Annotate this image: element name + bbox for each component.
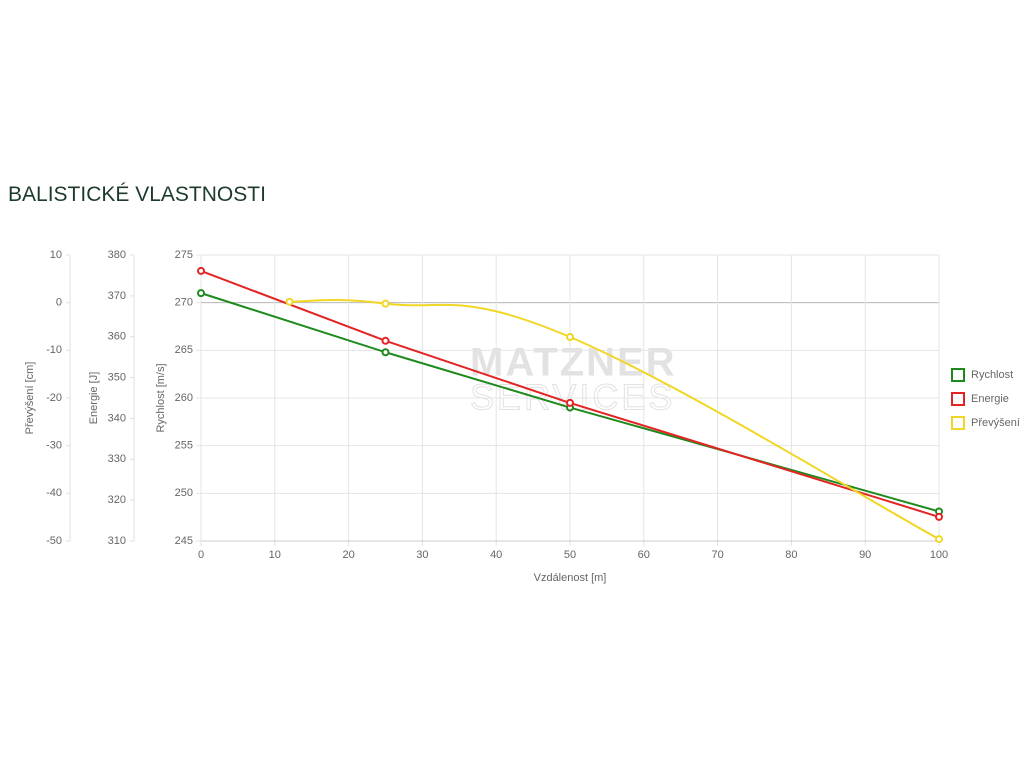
series-line — [200, 269, 940, 518]
y-tick-label: 265 — [175, 344, 193, 356]
x-tick-label: 30 — [416, 549, 428, 561]
x-tick-label: 50 — [564, 549, 576, 561]
x-tick-label: 40 — [490, 549, 502, 561]
legend-label: Rychlost — [971, 369, 1013, 381]
x-tick-label: 60 — [638, 549, 650, 561]
x-tick-label: 20 — [342, 549, 354, 561]
y-tick-label: 320 — [108, 494, 126, 506]
point — [935, 535, 943, 544]
x-tick-label: 100 — [930, 549, 948, 561]
y-tick-label: 245 — [175, 535, 193, 547]
y-axis-title: Energie [J] — [88, 372, 100, 425]
y-tick-label: 255 — [175, 440, 193, 452]
x-tick-label: 80 — [785, 549, 797, 561]
point — [197, 266, 205, 275]
watermark: MATZNER — [470, 341, 677, 385]
point — [285, 297, 294, 306]
point — [566, 398, 574, 407]
series-line — [289, 299, 940, 540]
y-tick-label: 340 — [108, 412, 126, 424]
y-tick-label: 260 — [175, 392, 193, 404]
legend-swatch — [951, 392, 965, 406]
x-tick-label: 0 — [198, 549, 204, 561]
y-axis-title: Rychlost [m/s] — [155, 363, 167, 432]
legend-label: Energie — [971, 393, 1009, 405]
legend-swatch — [951, 368, 965, 382]
y-axis-title: Převýšení [cm] — [24, 362, 36, 435]
y-tick-label: -30 — [46, 440, 62, 452]
y-tick-label: 350 — [108, 371, 126, 383]
y-tick-label: -10 — [46, 344, 62, 356]
y-tick-label: 360 — [108, 331, 126, 343]
y-tick-label: -50 — [46, 535, 62, 547]
x-tick-label: 70 — [711, 549, 723, 561]
legend-label: Převýšení — [971, 417, 1020, 429]
y-tick-label: 310 — [108, 535, 126, 547]
y-tick-label: 0 — [56, 297, 62, 309]
chart-title: BALISTICKÉ VLASTNOSTI — [8, 183, 266, 206]
point — [381, 299, 390, 308]
point — [197, 289, 205, 298]
point — [935, 512, 943, 521]
watermark: SERVICES — [470, 377, 675, 418]
y-tick-label: 270 — [175, 297, 193, 309]
x-tick-label: 10 — [269, 549, 281, 561]
y-tick-label: 10 — [50, 249, 62, 261]
y-tick-label: 275 — [175, 249, 193, 261]
x-axis-title: Vzdálenost [m] — [534, 572, 607, 584]
point — [566, 332, 574, 341]
y-tick-label: 330 — [108, 453, 126, 465]
y-tick-label: -40 — [46, 487, 62, 499]
y-tick-label: 370 — [108, 290, 126, 302]
y-tick-label: -20 — [46, 392, 62, 404]
legend-swatch — [951, 416, 965, 430]
point — [381, 348, 390, 357]
point — [381, 336, 390, 345]
y-tick-label: 380 — [108, 249, 126, 261]
x-tick-label: 90 — [859, 549, 871, 561]
y-tick-label: 250 — [175, 487, 193, 499]
